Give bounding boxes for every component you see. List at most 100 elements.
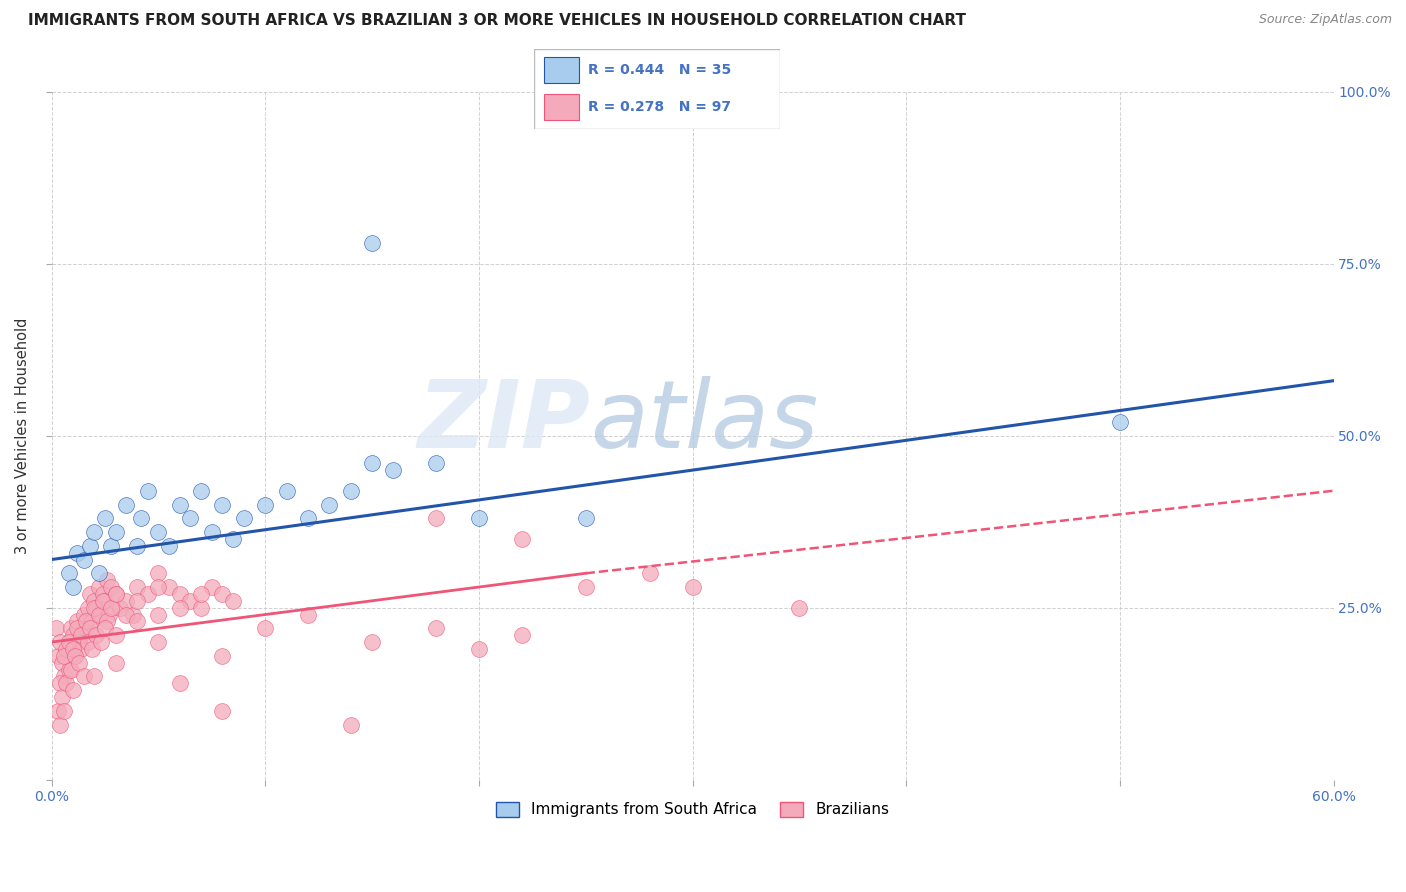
- Point: [104, 587, 127, 601]
- Point: [1108, 415, 1130, 429]
- Point: [91, 594, 114, 608]
- Point: [157, 539, 180, 553]
- Point: [222, 532, 245, 546]
- Point: [115, 594, 138, 608]
- Point: [94, 621, 117, 635]
- Point: [148, 580, 170, 594]
- Point: [148, 607, 170, 622]
- Text: R = 0.444   N = 35: R = 0.444 N = 35: [588, 63, 731, 77]
- Point: [72, 552, 94, 566]
- Point: [83, 524, 105, 539]
- Point: [136, 587, 159, 601]
- Point: [211, 704, 233, 718]
- FancyBboxPatch shape: [544, 57, 579, 83]
- Text: IMMIGRANTS FROM SOUTH AFRICA VS BRAZILIAN 3 OR MORE VEHICLES IN HOUSEHOLD CORREL: IMMIGRANTS FROM SOUTH AFRICA VS BRAZILIA…: [28, 13, 966, 29]
- Point: [94, 511, 117, 525]
- Point: [115, 607, 138, 622]
- Point: [98, 607, 121, 622]
- Point: [129, 511, 152, 525]
- Point: [148, 635, 170, 649]
- Point: [75, 621, 97, 635]
- Point: [100, 539, 122, 553]
- Point: [53, 704, 76, 718]
- Point: [76, 635, 98, 649]
- Point: [86, 628, 108, 642]
- Point: [104, 628, 127, 642]
- Point: [91, 587, 114, 601]
- Point: [468, 511, 491, 525]
- Point: [125, 580, 148, 594]
- Point: [115, 498, 138, 512]
- Point: [157, 580, 180, 594]
- Point: [425, 511, 447, 525]
- Point: [58, 566, 80, 581]
- Point: [339, 483, 361, 498]
- Point: [425, 621, 447, 635]
- Point: [276, 483, 298, 498]
- Point: [190, 587, 212, 601]
- Point: [66, 546, 89, 560]
- Point: [46, 704, 69, 718]
- Point: [201, 580, 224, 594]
- Point: [45, 621, 67, 635]
- Point: [83, 600, 105, 615]
- Point: [62, 628, 84, 642]
- Point: [104, 587, 127, 601]
- Point: [72, 607, 94, 622]
- Point: [169, 498, 191, 512]
- Point: [179, 594, 201, 608]
- Point: [318, 498, 340, 512]
- Point: [59, 621, 82, 635]
- Point: [190, 483, 212, 498]
- Point: [361, 635, 384, 649]
- Point: [361, 456, 384, 470]
- Point: [100, 600, 122, 615]
- Point: [82, 642, 104, 657]
- Point: [575, 580, 598, 594]
- Point: [125, 594, 148, 608]
- Point: [59, 663, 82, 677]
- Point: [66, 621, 89, 635]
- Text: atlas: atlas: [591, 376, 818, 467]
- Point: [55, 676, 77, 690]
- Point: [70, 628, 93, 642]
- Point: [297, 607, 319, 622]
- Point: [125, 615, 148, 629]
- Point: [361, 236, 384, 251]
- Point: [211, 498, 233, 512]
- Point: [297, 511, 319, 525]
- Point: [62, 642, 84, 657]
- Point: [79, 587, 101, 601]
- Point: [51, 690, 73, 704]
- Point: [63, 648, 86, 663]
- Point: [211, 587, 233, 601]
- Point: [75, 615, 97, 629]
- Point: [96, 573, 118, 587]
- Text: ZIP: ZIP: [418, 376, 591, 468]
- Point: [83, 594, 105, 608]
- Point: [53, 648, 76, 663]
- Point: [67, 656, 90, 670]
- Point: [83, 669, 105, 683]
- Point: [90, 635, 112, 649]
- Point: [55, 642, 77, 657]
- FancyBboxPatch shape: [534, 49, 780, 129]
- Point: [63, 648, 86, 663]
- Point: [789, 600, 811, 615]
- Point: [86, 600, 108, 615]
- Point: [232, 511, 254, 525]
- Point: [254, 621, 277, 635]
- Point: [468, 642, 491, 657]
- Point: [169, 600, 191, 615]
- Point: [104, 656, 127, 670]
- Point: [62, 580, 84, 594]
- Point: [682, 580, 704, 594]
- Point: [575, 511, 598, 525]
- Point: [510, 628, 533, 642]
- Point: [125, 539, 148, 553]
- Point: [87, 607, 110, 622]
- Point: [254, 498, 277, 512]
- Point: [49, 635, 72, 649]
- Point: [87, 566, 110, 581]
- Point: [104, 524, 127, 539]
